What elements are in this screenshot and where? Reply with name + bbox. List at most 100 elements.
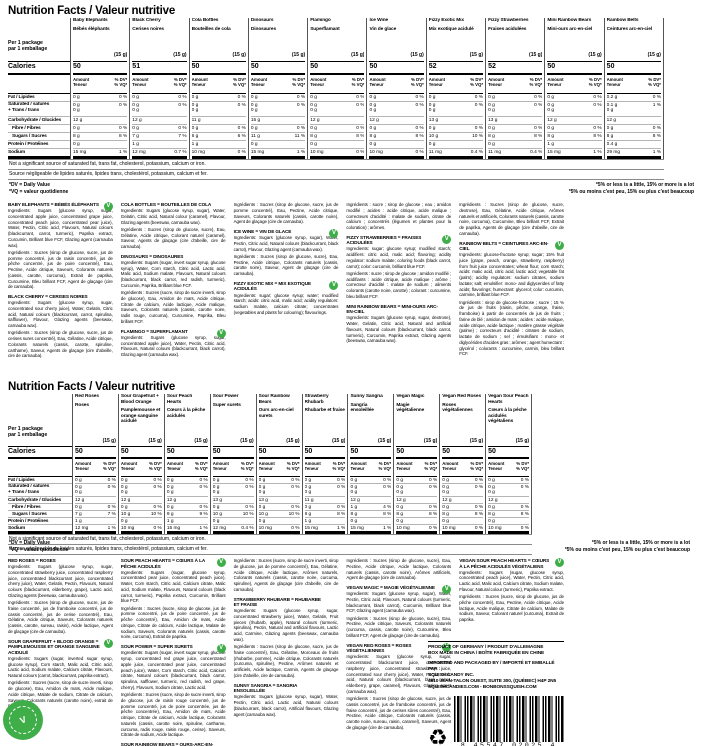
sodium-row: 10 mg 0 %	[120, 525, 162, 534]
divider	[428, 641, 564, 642]
carb-row: 12 g	[310, 117, 365, 125]
row-label-sugars: Sugars / Sucres	[8, 133, 70, 141]
ingredient-section: SOUR RAINBOW BEARS = OURS-ARC-EN-CIEL SU…	[121, 742, 226, 746]
protein-row: 0 g	[73, 141, 128, 149]
protein-row: 0 g	[442, 518, 484, 525]
amount-dv-header: Amount Teneur % DV*% VQ*	[428, 75, 484, 94]
dv-header: % DV*% VQ*	[516, 461, 530, 471]
vegan-v-icon: V	[216, 558, 226, 567]
sugars-row: 10 g 10 %	[212, 512, 254, 518]
amount-header: Amount Teneur	[166, 461, 184, 471]
serving-size: (15 g)	[191, 52, 246, 62]
serving-size: (15 g)	[396, 438, 438, 447]
ingredient-section: Ingrédients : sucre ; sirop de glucose ;…	[346, 202, 451, 231]
carb-row: 12 g	[606, 117, 661, 125]
calories-value: 50	[488, 447, 530, 459]
flavor-name-en: Red Roses	[75, 394, 99, 399]
ingredient-section: Ingrédients : Sucres (sirop de glucose, …	[234, 202, 339, 225]
calories-value: 50	[350, 447, 392, 459]
flavor-column: Baby Elephants Bébés éléphants (15 g) 50…	[70, 18, 129, 159]
flavor-names: Flamingo Superflamant	[310, 18, 364, 52]
carb-row: 13 g	[428, 117, 484, 125]
top-nutrition-table: Nutrition Facts / Valeur nutritive Per 1…	[8, 5, 664, 180]
flavor-name-en: Flamingo	[310, 18, 331, 23]
flavor-name-en: Baby Elephants	[73, 18, 108, 23]
sodium-row: 12 mg 0.4 %	[212, 525, 254, 534]
flavor-column: Vegan Sour Peach Hearts Cœurs à la pêche…	[485, 394, 533, 534]
ingredient-section: SOUR POWER = SUPER SURETS V Ingredients: …	[121, 644, 226, 738]
ingredient-section: SUNNY SANGRIA = SANGRIA ENSOLEILLÉE Ingr…	[234, 683, 339, 718]
flavor-name-en: Vegan Sour Peach Hearts	[488, 394, 529, 405]
serving-size: (15 g)	[428, 52, 484, 62]
percent-note-bottom: *5% or less is a little, 15% or more is …	[564, 540, 690, 553]
vegan-v-icon: V	[442, 234, 452, 244]
calories-value: 51	[132, 62, 187, 75]
flavor-name-en: Sunny Sangria	[350, 394, 383, 399]
row-label-fibre: Fibre / Fibres	[8, 504, 72, 511]
flavor-names: Mini Rainbow Bears Mini-ours arc-en-ciel	[547, 18, 601, 52]
protein-row: 1 g	[75, 518, 116, 525]
amount-dv-header: Amount Teneur % DV*% VQ*	[132, 75, 187, 94]
ingredients-column: Ingrédients : sucre ; sirop de glucose ;…	[346, 202, 451, 376]
sugars-row: 10 g 10 %	[120, 512, 162, 518]
imported-line-1: IMPORTED AND PACKAGED BY / IMPORTÉ ET EM…	[428, 661, 555, 672]
serving-size: (15 g)	[606, 52, 661, 62]
ingredients-text-fr: Ingrédients : Sucres (sirop de glucose, …	[233, 202, 339, 225]
row-label-sodium: Sodium	[8, 149, 70, 159]
ingredient-section: BLACK CHERRY = CERISES NOIRES Ingredient…	[8, 294, 113, 359]
ingredient-section: COLA BOTTLES = BOUTEILLES DE COLA Ingred…	[121, 202, 226, 250]
protein-row: 0 g	[212, 518, 254, 525]
flavor-names: Baby Elephants Bébés éléphants	[73, 18, 127, 52]
protein-row: 0 g	[369, 141, 424, 149]
ingredients-text-en: Ingredients: Sugars (sugar, invert sugar…	[120, 259, 226, 288]
row-label-carb: Carbohydrate / Glucides	[8, 117, 70, 125]
bottom-table-grid: Per 1 package par 1 emballage Calories F…	[8, 394, 533, 534]
ingredient-section: MINI RAINBOW BEARS = MINI-OURS ARC-EN-CI…	[346, 304, 451, 344]
sodium-row: 15 mg 1 %	[166, 525, 208, 534]
serving-size: (15 g)	[132, 52, 187, 62]
ingredient-heading: FLAMINGO = SUPERFLAMANT V	[121, 328, 226, 338]
flavor-name-en: Sour Grapefruit + Blood Orange	[120, 394, 159, 405]
carb-row: 12 g	[396, 497, 438, 504]
vegan-v-icon: V	[554, 558, 564, 567]
ingredient-section: SOUR GRAPEFRUIT + BLOOD ORANGE = PAMPLEM…	[8, 638, 113, 710]
footnote-en: Not a significant source of saturated fa…	[8, 159, 664, 169]
calories-label: Calories	[8, 62, 70, 75]
ingredient-section: ICE WINE = VIN DE GLACE V Ingredients: Su…	[234, 229, 338, 277]
protein-row: 0 g	[488, 518, 530, 525]
flavor-names: Sour Peach Hearts Cœurs à la pêche acidu…	[167, 394, 208, 438]
amount-header: Amount Teneur	[75, 461, 92, 471]
ingredients-text-fr: Ingrédients : Sucres (sirop de glucose, …	[8, 600, 113, 634]
ingredient-heading: STRAWBERRY RHUBARB = RHUBARBE ET FRAISE	[233, 596, 321, 608]
footnote-fr: Source négligeable de lipides saturés, l…	[8, 169, 664, 180]
flavor-name-fr: Vin de glace	[369, 26, 397, 32]
calories-value: 50	[120, 447, 162, 459]
serving-size: (15 g)	[75, 438, 116, 447]
ingredient-heading: BLACK CHERRY = CERISES NOIRES	[8, 294, 88, 300]
vegan-v-icon: V	[216, 644, 226, 654]
ingredients-text-en: Ingredients: Sugars (glucose syrup, suga…	[8, 564, 113, 598]
top-table-title: Nutrition Facts / Valeur nutritive	[8, 5, 176, 17]
ingredient-heading: FIZZY STRAWBERRIES = FRAISES ACIDULÉES V	[346, 234, 452, 246]
dv-header: % DV*% VQ*	[194, 461, 208, 471]
carb-row: 12 g	[369, 117, 424, 125]
ingredients-text-fr: Ingrédients : sirop de glucose-fructose …	[459, 299, 564, 357]
flavor-names: Sour Rainbow Bears Ours arc-en-ciel sure…	[259, 394, 300, 438]
ingredient-heading: DINOSAURS = DINOSAURES	[120, 253, 184, 259]
ingredients-column: COLA BOTTLES = BOUTEILLES DE COLA Ingred…	[121, 202, 226, 376]
flavor-names: Fizzy Strawberries Fraises acidulées	[488, 18, 542, 52]
serving-size: (15 g)	[488, 438, 530, 447]
ingredient-heading: BABY ELEPHANTS = BÉBÉS ÉLÉPHANTS V	[8, 202, 113, 211]
row-label-sodium: Sodium	[8, 525, 72, 534]
